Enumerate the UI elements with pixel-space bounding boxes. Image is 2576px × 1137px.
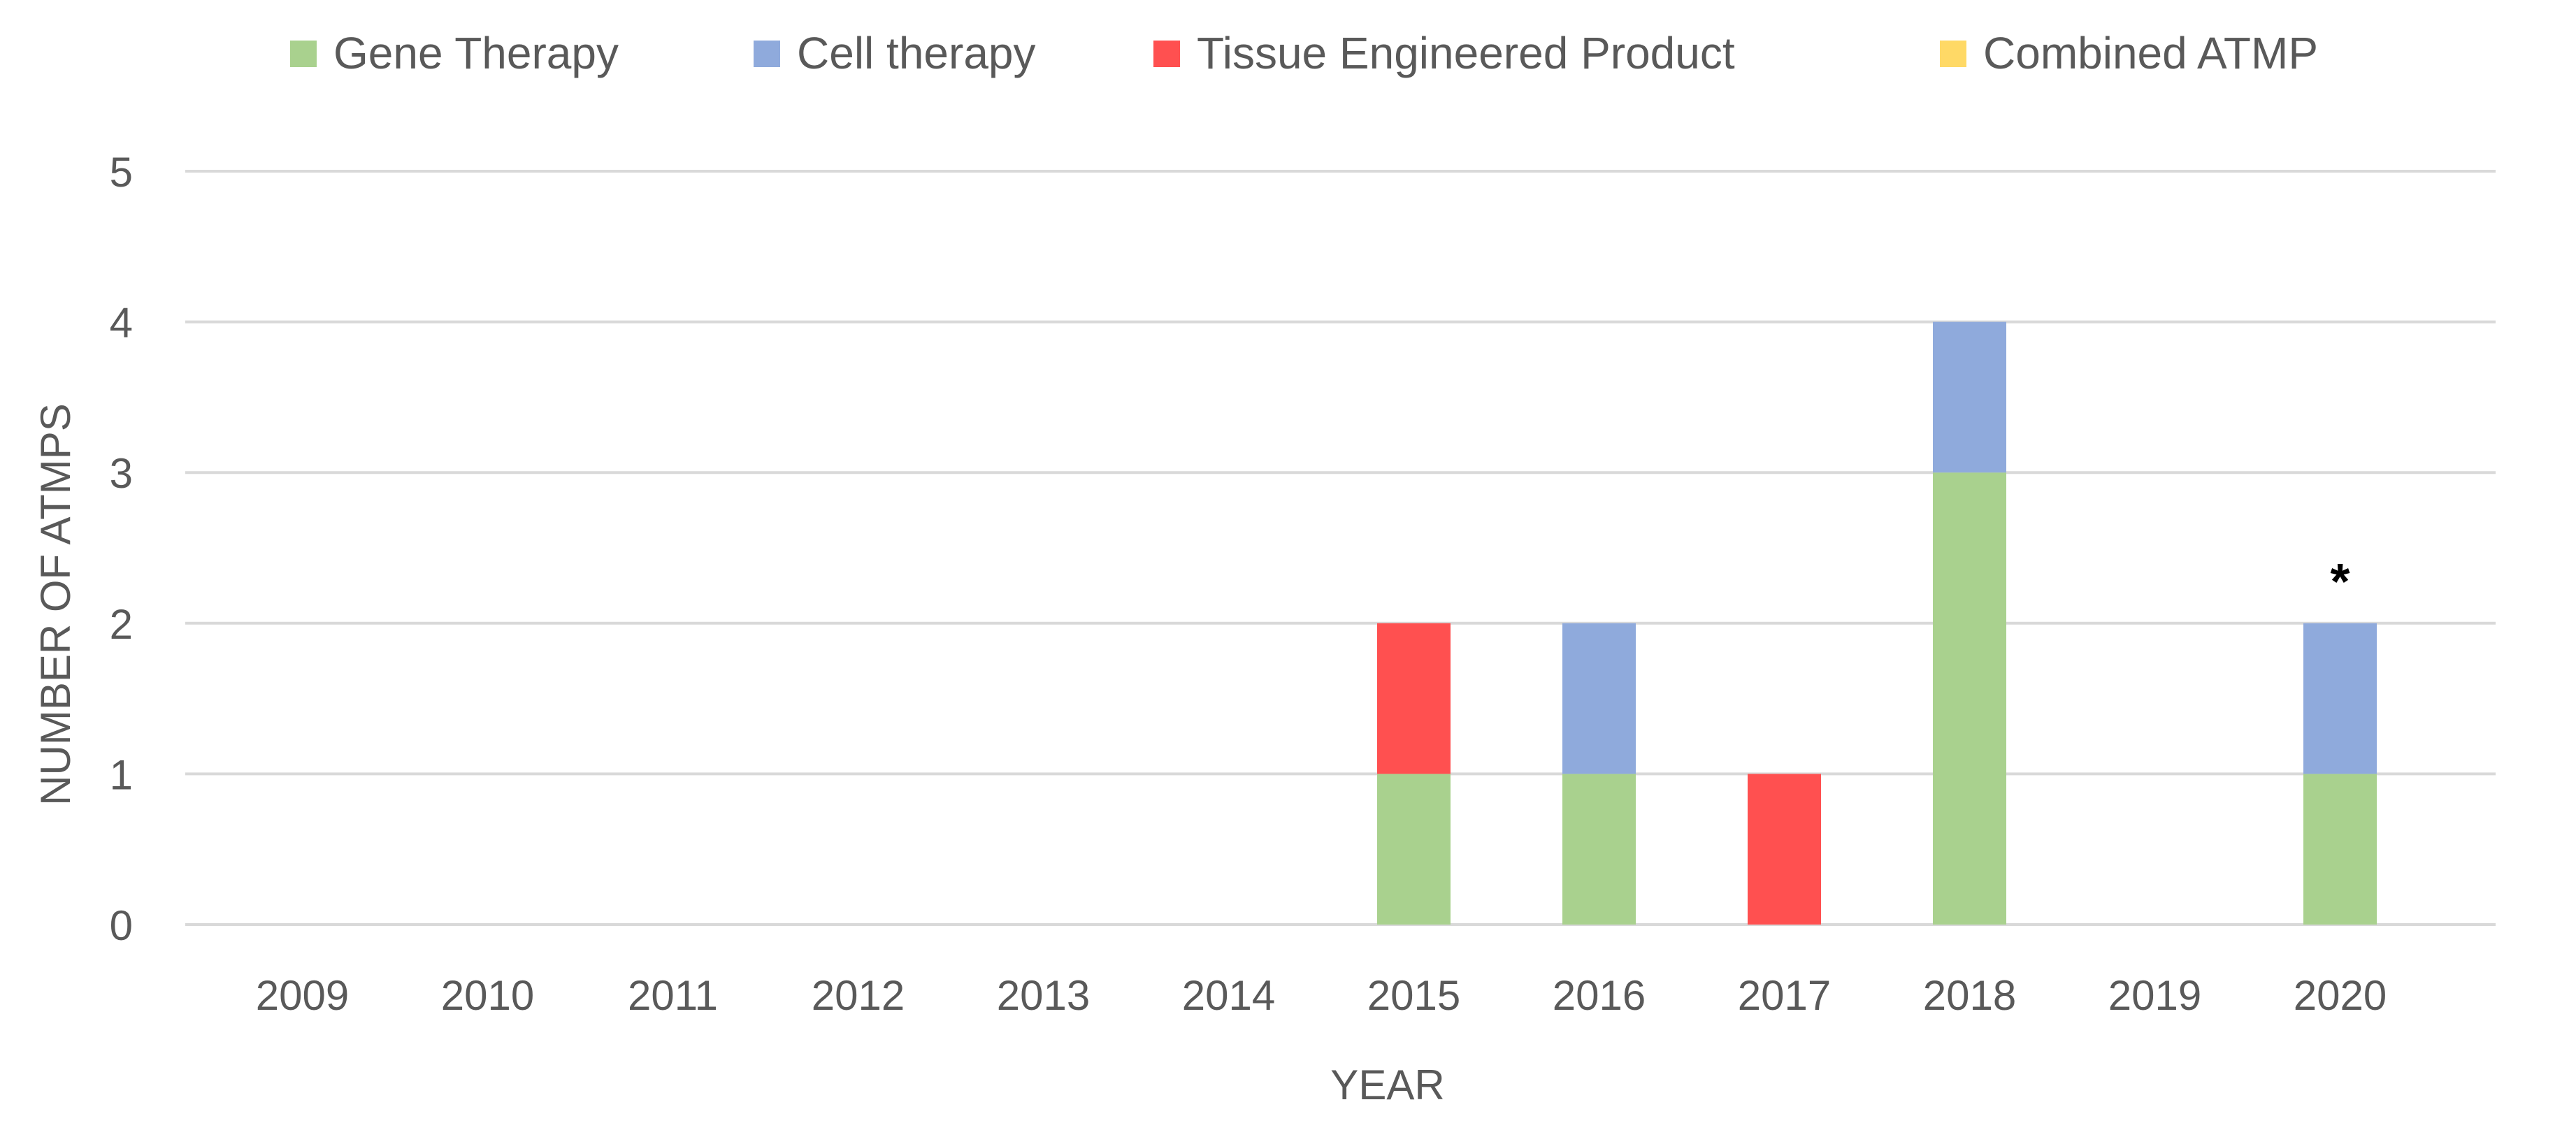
- bar-cell-therapy-2018: [1933, 321, 2006, 473]
- x-tick-label: 2014: [1182, 972, 1275, 1019]
- x-tick-label: 2010: [441, 972, 534, 1019]
- bar-gene-therapy-2015: [1377, 774, 1451, 925]
- x-axis-tick-labels: 2009 2010 2011 2012 2013 2014 2015 2016 2017 2018…: [256, 972, 2387, 1019]
- legend-swatch-tissue-engineered-product: [1153, 41, 1180, 67]
- legend-label-combined-atmp: Combined ATMP: [1983, 28, 2318, 78]
- legend-swatch-cell-therapy: [754, 41, 780, 67]
- x-tick-label: 2018: [1923, 972, 2016, 1019]
- x-tick-label: 2009: [256, 972, 349, 1019]
- legend-label-cell-therapy: Cell therapy: [797, 28, 1036, 78]
- bar-gene-therapy-2020: [2303, 774, 2377, 925]
- bar-cell-therapy-2020: [2303, 623, 2377, 774]
- annotations: *: [2330, 554, 2350, 610]
- x-tick-label: 2017: [1738, 972, 1831, 1019]
- gridlines: [185, 170, 2496, 926]
- y-axis-title: NUMBER OF ATMPS: [32, 403, 79, 806]
- bar-tissue-engineered-product-2017: [1748, 774, 1821, 925]
- x-tick-label: 2020: [2294, 972, 2387, 1019]
- legend-label-tissue-engineered-product: Tissue Engineered Product: [1197, 28, 1735, 78]
- x-axis-title: YEAR: [1330, 1062, 1444, 1108]
- bar-gene-therapy-2018: [1933, 472, 2006, 925]
- legend-swatch-gene-therapy: [290, 41, 317, 67]
- x-tick-label: 2012: [812, 972, 905, 1019]
- y-tick-label: 4: [110, 300, 133, 347]
- legend: Gene Therapy Cell therapy Tissue Engineere…: [290, 28, 2318, 78]
- legend-swatch-combined-atmp: [1940, 41, 1966, 67]
- bars: [1377, 321, 2377, 925]
- bar-cell-therapy-2016: [1562, 623, 1636, 774]
- y-tick-label: 2: [110, 601, 133, 648]
- annotation-asterisk: *: [2330, 554, 2350, 610]
- x-tick-label: 2013: [997, 972, 1090, 1019]
- y-tick-label: 0: [110, 902, 133, 949]
- legend-label-gene-therapy: Gene Therapy: [333, 28, 619, 78]
- y-tick-label: 3: [110, 450, 133, 497]
- x-tick-label: 2011: [628, 972, 718, 1019]
- x-tick-label: 2019: [2108, 972, 2201, 1019]
- bar-gene-therapy-2016: [1562, 774, 1636, 925]
- y-tick-label: 5: [110, 149, 133, 196]
- bar-tissue-engineered-product-2015: [1377, 623, 1451, 774]
- x-tick-label: 2015: [1367, 972, 1460, 1019]
- y-axis-tick-labels: 0 1 2 3 4 5: [110, 149, 133, 949]
- x-tick-label: 2016: [1553, 972, 1646, 1019]
- y-tick-label: 1: [110, 751, 133, 798]
